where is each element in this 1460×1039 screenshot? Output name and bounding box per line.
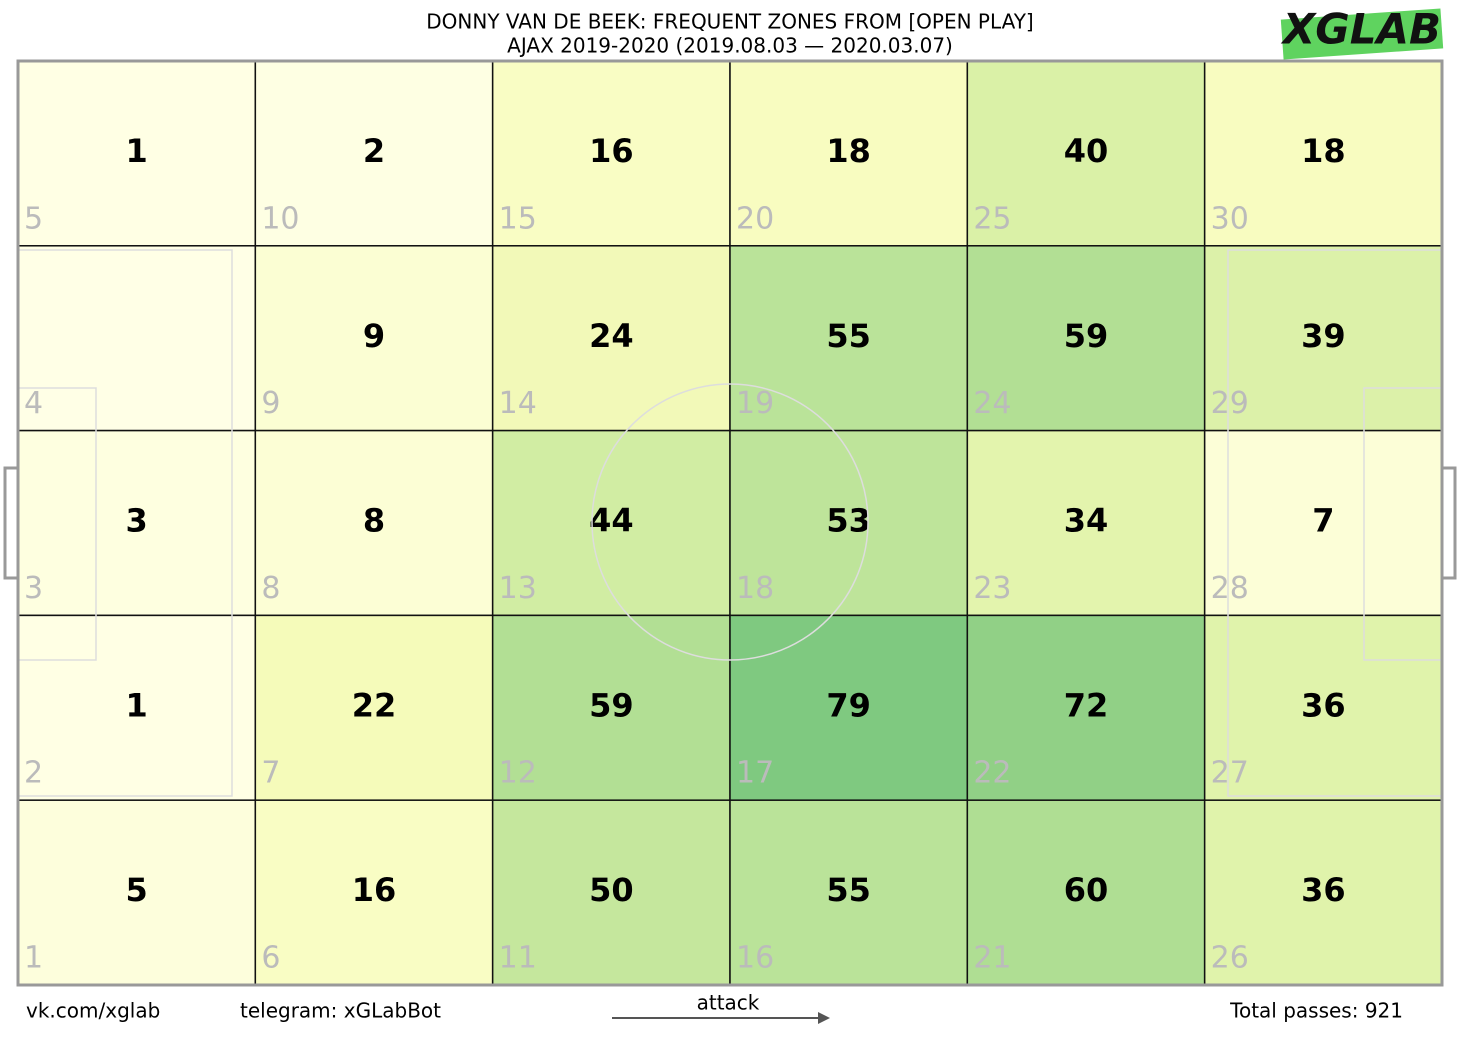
zone-value: 3 <box>126 502 148 540</box>
zone-value: 16 <box>352 871 397 909</box>
zone-value: 72 <box>1064 686 1109 724</box>
zone-cell <box>491 429 731 617</box>
zone-number: 23 <box>973 571 1011 606</box>
zone-cell <box>1203 60 1443 247</box>
zone-number: 7 <box>261 756 280 791</box>
zone-cell <box>729 60 969 247</box>
footer-total: Total passes: 921 <box>1229 999 1403 1023</box>
zone-number: 20 <box>736 201 774 236</box>
zone-cell <box>17 799 257 986</box>
logo-bg <box>1280 8 1444 60</box>
zone-number: 3 <box>24 571 43 606</box>
zone-value: 16 <box>589 132 634 170</box>
chart-subtitle: AJAX 2019-2020 (2019.08.03 — 2020.03.07) <box>507 34 953 58</box>
zone-cell <box>729 614 969 801</box>
zone-number: 1 <box>24 941 43 976</box>
zone-cell <box>729 245 969 432</box>
zone-number: 6 <box>261 941 280 976</box>
zone-value: 18 <box>1301 132 1346 170</box>
logo: XGLAB <box>1280 5 1441 54</box>
zone-cell <box>17 429 257 617</box>
zone-cell <box>491 799 731 986</box>
zone-number: 17 <box>736 756 774 791</box>
zone-number: 10 <box>261 201 299 236</box>
zone-cell <box>17 245 257 432</box>
attack-label: attack <box>697 991 760 1015</box>
zone-number: 27 <box>1211 756 1249 791</box>
zone-number: 14 <box>499 386 537 421</box>
zone-number: 11 <box>499 941 537 976</box>
zone-number: 24 <box>973 386 1011 421</box>
zone-cell <box>254 799 494 986</box>
zone-number: 29 <box>1211 386 1249 421</box>
zone-value: 36 <box>1301 686 1346 724</box>
zone-number: 13 <box>499 571 537 606</box>
zone-cell <box>254 614 494 801</box>
zone-number: 9 <box>261 386 280 421</box>
chart-title: DONNY VAN DE BEEK: FREQUENT ZONES FROM [… <box>426 10 1033 34</box>
zone-cell <box>729 799 969 986</box>
zone-number: 18 <box>736 571 774 606</box>
zone-value: 59 <box>589 686 634 724</box>
zone-cell <box>966 799 1206 986</box>
attack-arrowhead <box>818 1012 830 1024</box>
zone-value: 59 <box>1064 317 1109 355</box>
zone-cell <box>254 429 494 617</box>
zone-number: 15 <box>499 201 537 236</box>
zone-number: 5 <box>24 201 43 236</box>
zone-number: 16 <box>736 941 774 976</box>
zone-value: 44 <box>589 502 634 540</box>
goal-right <box>1440 466 1457 580</box>
zone-value: 1 <box>126 132 148 170</box>
zone-value: 1 <box>126 686 148 724</box>
zone-number: 25 <box>973 201 1011 236</box>
zone-value: 60 <box>1064 871 1109 909</box>
goal-left <box>3 466 20 580</box>
zone-number: 8 <box>261 571 280 606</box>
zone-value: 2 <box>363 132 385 170</box>
footer-telegram: telegram: xGLabBot <box>240 999 441 1023</box>
zone-number: 30 <box>1211 201 1249 236</box>
zone-value: 40 <box>1064 132 1109 170</box>
zone-number: 19 <box>736 386 774 421</box>
zone-number: 21 <box>973 941 1011 976</box>
zone-value: 50 <box>589 871 634 909</box>
zone-cell <box>729 429 969 617</box>
zone-cell <box>966 614 1206 801</box>
zone-number: 22 <box>973 756 1011 791</box>
zone-value: 79 <box>826 686 871 724</box>
zone-value: 34 <box>1064 502 1109 540</box>
zone-number: 2 <box>24 756 43 791</box>
zone-value: 9 <box>363 317 385 355</box>
zone-value: 36 <box>1301 871 1346 909</box>
zone-cell <box>17 614 257 801</box>
zone-cell <box>1203 799 1443 986</box>
footer-site: vk.com/xglab <box>26 999 160 1023</box>
zone-value: 53 <box>826 502 871 540</box>
zone-number: 4 <box>24 386 43 421</box>
zone-value: 7 <box>1312 502 1334 540</box>
zone-number: 28 <box>1211 571 1249 606</box>
zone-value: 55 <box>826 317 871 355</box>
zone-number: 26 <box>1211 941 1249 976</box>
zone-value: 55 <box>826 871 871 909</box>
zone-number: 12 <box>499 756 537 791</box>
zone-value: 39 <box>1301 317 1346 355</box>
zone-cell <box>491 245 731 432</box>
zone-cell <box>1203 245 1443 432</box>
zone-value: 22 <box>352 686 397 724</box>
zone-value: 18 <box>826 132 871 170</box>
zone-value: 5 <box>126 871 148 909</box>
zone-value: 8 <box>363 502 385 540</box>
zone-value: 24 <box>589 317 634 355</box>
zone-cell <box>254 245 494 432</box>
